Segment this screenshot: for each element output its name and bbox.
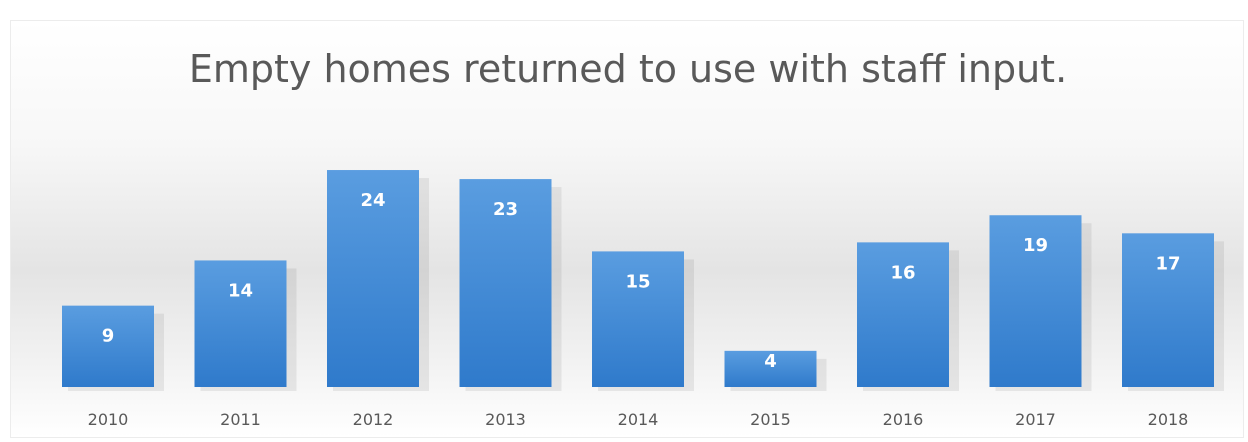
bar-2011 <box>194 260 287 387</box>
bar-2017 <box>989 215 1082 387</box>
value-label-2014: 15 <box>625 271 650 292</box>
chart-frame: Empty homes returned to use with staff i… <box>10 20 1244 438</box>
value-label-2012: 24 <box>360 190 385 211</box>
x-tick-2012: 2012 <box>353 410 394 429</box>
x-tick-2010: 2010 <box>88 410 129 429</box>
bar-2015 <box>724 350 817 387</box>
value-label-2015: 4 <box>764 351 777 372</box>
x-tick-2017: 2017 <box>1015 410 1056 429</box>
bar-2012 <box>327 170 419 387</box>
chart-title: Empty homes returned to use with staff i… <box>188 47 1068 91</box>
x-tick-2015: 2015 <box>750 410 791 429</box>
value-label-2016: 16 <box>890 262 915 283</box>
x-tick-2014: 2014 <box>618 410 659 429</box>
bar-2013 <box>459 179 552 387</box>
x-tick-2016: 2016 <box>883 410 924 429</box>
x-axis-tick-labels: 2010 2011 2012 2013 2014 2015 2016 2017 2018 <box>88 410 1189 429</box>
value-label-2011: 14 <box>228 280 253 301</box>
bar-2016 <box>857 242 949 387</box>
bars <box>62 170 1214 387</box>
bar-2010 <box>62 305 154 387</box>
bar-2014 <box>592 251 684 387</box>
value-labels: 9 14 24 23 15 4 16 19 17 <box>102 190 1181 372</box>
value-label-2017: 19 <box>1023 235 1048 256</box>
x-tick-2013: 2013 <box>485 410 526 429</box>
value-label-2010: 9 <box>102 326 115 347</box>
value-label-2013: 23 <box>493 199 518 220</box>
x-tick-2018: 2018 <box>1148 410 1189 429</box>
bar-2018 <box>1122 233 1214 387</box>
x-tick-2011: 2011 <box>220 410 261 429</box>
value-label-2018: 17 <box>1155 253 1180 274</box>
